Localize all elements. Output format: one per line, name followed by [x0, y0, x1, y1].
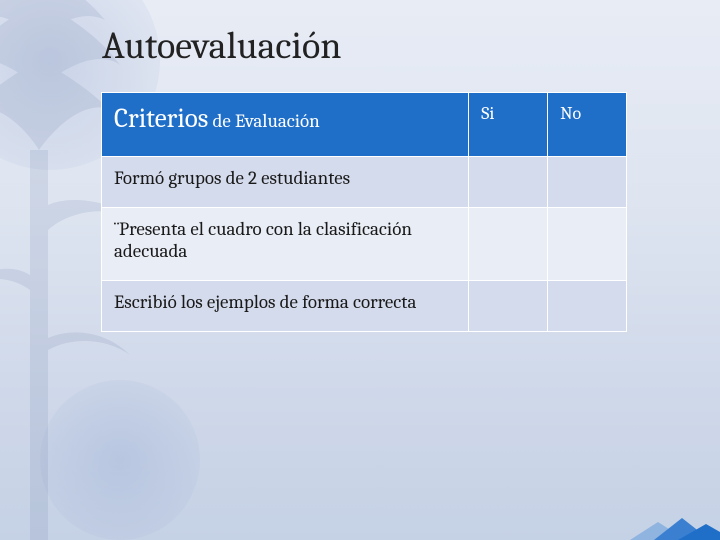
cell-criteria: Formó grupos de 2 estudiantes: [102, 157, 469, 208]
cell-si: [469, 157, 548, 208]
table-row: Formó grupos de 2 estudiantes: [102, 157, 627, 208]
slide: Autoevaluación Criterios de Evaluación S…: [0, 0, 720, 540]
col-header-si: Si: [469, 93, 548, 157]
cell-si: [469, 208, 548, 281]
table-header-row: Criterios de Evaluación Si No: [102, 93, 627, 157]
cell-no: [548, 208, 627, 281]
table: Criterios de Evaluación Si No Formó grup…: [101, 92, 627, 332]
col-header-criteria: Criterios de Evaluación: [102, 93, 469, 157]
cell-no: [548, 281, 627, 332]
col-header-criteria-rest: de Evaluación: [208, 110, 319, 132]
evaluation-table: Criterios de Evaluación Si No Formó grup…: [101, 92, 627, 332]
corner-accent-decor: [630, 512, 720, 540]
slide-title: Autoevaluación: [102, 24, 341, 68]
cell-criteria: Escribió los ejemplos de forma correcta: [102, 281, 469, 332]
cell-criteria: ¨Presenta el cuadro con la clasificación…: [102, 208, 469, 281]
table-row: Escribió los ejemplos de forma correcta: [102, 281, 627, 332]
col-header-criteria-strong: Criterios: [114, 103, 208, 134]
cell-si: [469, 281, 548, 332]
table-row: ¨Presenta el cuadro con la clasificación…: [102, 208, 627, 281]
col-header-no: No: [548, 93, 627, 157]
cell-no: [548, 157, 627, 208]
